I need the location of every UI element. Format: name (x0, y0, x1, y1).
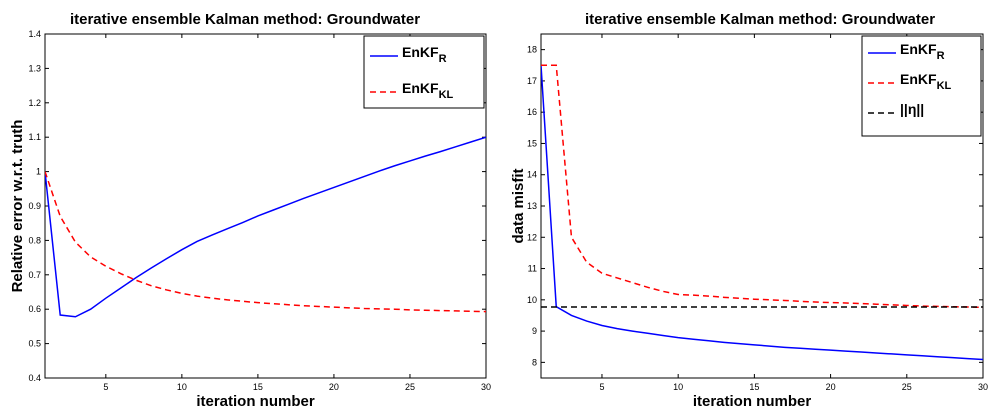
chart-title: iterative ensemble Kalman method: Ground… (70, 11, 420, 28)
x-tick-label: 5 (103, 382, 108, 392)
x-tick-label: 15 (253, 382, 263, 392)
x-tick-label: 30 (978, 382, 988, 392)
series-line-1 (45, 171, 486, 313)
chart-panel-data-misfit: iterative ensemble Kalman method: Ground… (510, 11, 988, 410)
y-tick-label: 0.6 (28, 304, 41, 314)
legend-entry: EnKFR (402, 44, 447, 65)
y-tick-label: 18 (527, 45, 537, 55)
x-tick-label: 15 (749, 382, 759, 392)
y-tick-label: 0.9 (28, 201, 41, 211)
y-tick-label: 1.2 (28, 98, 41, 108)
y-tick-label: 16 (527, 107, 537, 117)
chart-title: iterative ensemble Kalman method: Ground… (585, 11, 935, 28)
y-tick-label: 14 (527, 170, 537, 180)
chart-panel-relative-error: iterative ensemble Kalman method: Ground… (9, 11, 491, 410)
x-tick-label: 20 (826, 382, 836, 392)
y-tick-label: 11 (528, 264, 537, 274)
y-tick-label: 1.1 (28, 132, 41, 142)
x-axis-label: iteration number (693, 393, 812, 410)
x-tick-label: 25 (405, 382, 415, 392)
y-tick-label: 13 (527, 201, 537, 211)
y-tick-label: 0.5 (28, 339, 41, 349)
y-axis-label: data misfit (510, 168, 527, 243)
y-tick-label: 12 (527, 232, 537, 242)
x-tick-label: 30 (481, 382, 491, 392)
x-tick-label: 10 (177, 382, 187, 392)
legend-entry: EnKFKL (402, 80, 454, 101)
series-line-0 (541, 65, 983, 361)
x-axis-label: iteration number (196, 393, 315, 410)
y-tick-label: 0.4 (28, 373, 41, 383)
legend-entry: EnKFKL (900, 71, 952, 92)
y-tick-label: 1 (36, 167, 41, 177)
legend-box (363, 35, 485, 109)
y-tick-label: 0.8 (28, 235, 41, 245)
y-axis-label: Relative error w.r.t. truth (9, 120, 26, 293)
x-tick-label: 20 (329, 382, 339, 392)
y-tick-label: 8 (532, 357, 537, 367)
y-tick-label: 0.7 (28, 270, 41, 280)
x-tick-label: 10 (673, 382, 683, 392)
legend-entry: ||η|| (900, 101, 924, 117)
legend-entry: EnKFR (900, 41, 945, 62)
x-tick-label: 25 (902, 382, 912, 392)
series-line-0 (45, 136, 486, 318)
y-tick-label: 10 (527, 295, 537, 305)
y-tick-label: 9 (532, 326, 537, 336)
y-tick-label: 17 (527, 76, 537, 86)
y-tick-label: 1.3 (28, 63, 41, 73)
x-tick-label: 5 (599, 382, 604, 392)
y-tick-label: 15 (527, 138, 537, 148)
y-tick-label: 1.4 (28, 29, 41, 39)
